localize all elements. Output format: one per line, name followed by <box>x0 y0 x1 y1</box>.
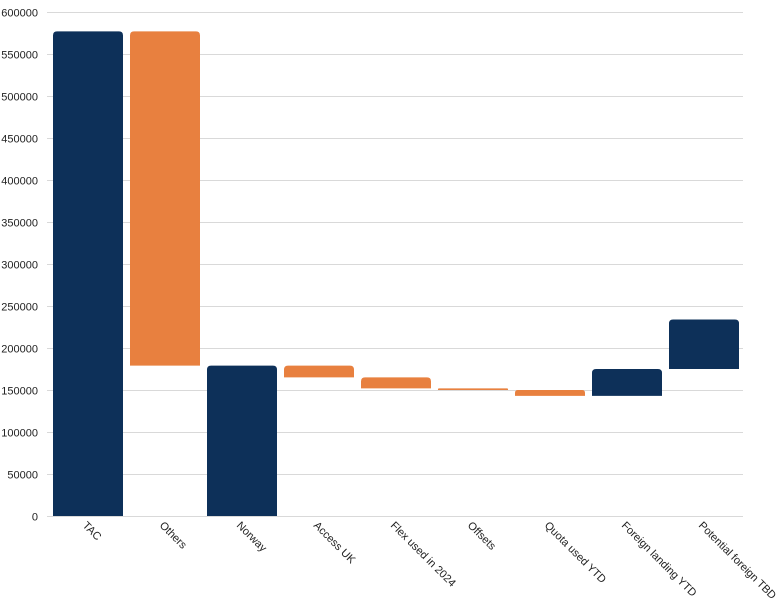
bar-tac <box>53 31 123 516</box>
x-category-label: Foreign landing YTD <box>619 520 699 599</box>
x-axis-labels: TAC Others Norway Access UK Flex used in 202… <box>80 520 778 599</box>
x-category-label: Potential foreign TBD <box>696 520 778 599</box>
y-tick-label: 300000 <box>1 260 38 272</box>
x-category-label: Norway <box>234 520 269 555</box>
y-tick-label: 100000 <box>1 428 38 440</box>
x-category-label: TAC <box>80 520 104 544</box>
bar-flex-used-in-2024 <box>361 377 431 389</box>
y-tick-label: 450000 <box>1 134 38 146</box>
x-category-label: Others <box>157 520 189 552</box>
x-category-label: Quota used YTD <box>542 520 608 586</box>
bar-quota-used-ytd <box>515 390 585 396</box>
y-tick-label: 0 <box>32 512 38 524</box>
x-category-label: Flex used in 2024 <box>388 520 458 590</box>
y-tick-label: 500000 <box>1 92 38 104</box>
y-axis-ticks: 0 50000 100000 150000 200000 250000 300000 3500… <box>1 8 38 524</box>
bar-potential-foreign-tbd <box>669 319 739 369</box>
y-tick-label: 200000 <box>1 344 38 356</box>
bar-offsets <box>438 388 508 390</box>
bar-foreign-landing-ytd <box>592 369 662 396</box>
bars <box>53 31 739 516</box>
bar-access-uk <box>284 365 354 378</box>
y-tick-label: 550000 <box>1 50 38 62</box>
y-tick-label: 50000 <box>7 470 38 482</box>
y-tick-label: 400000 <box>1 176 38 188</box>
y-tick-label: 250000 <box>1 302 38 314</box>
bar-norway <box>207 365 277 516</box>
x-category-label: Offsets <box>465 520 498 553</box>
y-tick-label: 150000 <box>1 386 38 398</box>
bar-others <box>130 31 200 366</box>
x-category-label: Access UK <box>311 520 358 567</box>
y-tick-label: 350000 <box>1 218 38 230</box>
y-tick-label: 600000 <box>1 8 38 20</box>
